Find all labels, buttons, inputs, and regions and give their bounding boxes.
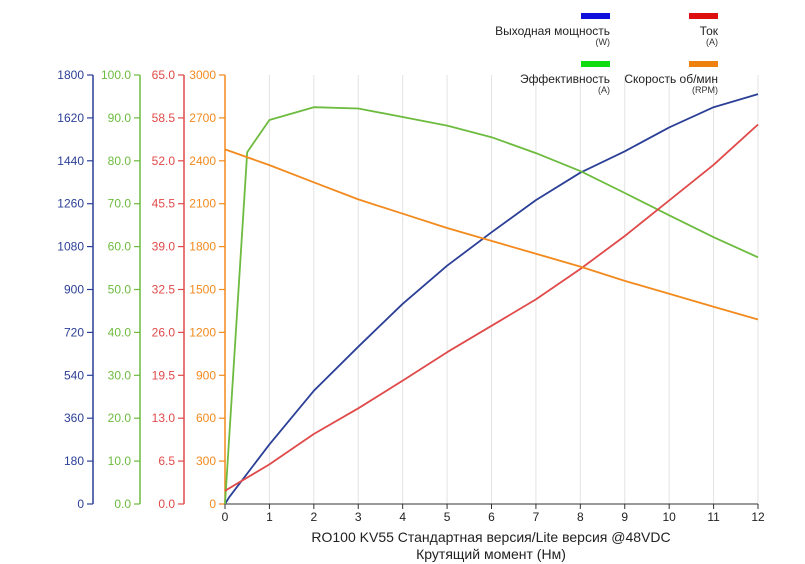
y-axes: 0 180 360 540 720 900 1080 1260 1440 1620 1800 0.0 1… — [57, 68, 226, 511]
rpm-tick-label: 2100 — [189, 197, 216, 211]
x-tick-label: 2 — [310, 510, 317, 524]
x-tick-label: 3 — [355, 510, 362, 524]
current-tick-label: 52.0 — [152, 154, 176, 168]
x-tick-label: 11 — [707, 510, 720, 524]
current-tick-label: 6.5 — [158, 454, 175, 468]
x-tick-label: 12 — [751, 510, 765, 524]
rpm-tick-label: 1200 — [189, 325, 216, 339]
current-series-line — [224, 123, 759, 492]
power-tick-label: 900 — [64, 283, 84, 297]
efficiency-tick-label: 0.0 — [114, 497, 131, 511]
x-tick-label: 1 — [266, 510, 273, 524]
current-tick-label: 26.0 — [152, 325, 176, 339]
x-tick-label: 0 — [222, 510, 229, 524]
x-tick-label: 4 — [399, 510, 406, 524]
power-tick-label: 1440 — [57, 154, 84, 168]
efficiency-tick-label: 50.0 — [108, 283, 132, 297]
efficiency-tick-label: 30.0 — [108, 368, 132, 382]
legend-item: Ток(A) — [689, 13, 719, 47]
legend-label: Выходная мощность — [495, 24, 610, 38]
current-tick-label: 58.5 — [152, 111, 176, 125]
power-tick-label: 0 — [77, 497, 84, 511]
legend-item: Эффективность(A) — [520, 61, 610, 95]
legend-item: Выходная мощность(W) — [495, 13, 610, 47]
power-tick-label: 1620 — [57, 111, 84, 125]
legend-unit: (RPM) — [692, 85, 718, 95]
efficiency-series-line — [224, 106, 759, 505]
efficiency-tick-label: 70.0 — [108, 197, 132, 211]
power-axis: 0 180 360 540 720 900 1080 1260 1440 1620 1800 — [57, 68, 94, 511]
efficiency-tick-label: 80.0 — [108, 154, 132, 168]
legend-swatch — [581, 61, 610, 67]
current-tick-label: 39.0 — [152, 240, 176, 254]
chart-legend: Выходная мощность(W)Ток(A)Эффективность(… — [495, 13, 719, 95]
x-tick-label: 10 — [662, 510, 676, 524]
rpm-tick-label: 300 — [196, 454, 216, 468]
x-tick-label: 5 — [444, 510, 451, 524]
x-tick-label: 9 — [621, 510, 628, 524]
rpm-tick-label: 900 — [196, 368, 216, 382]
chart-grid — [268, 75, 759, 504]
current-tick-label: 19.5 — [152, 368, 176, 382]
current-tick-label: 65.0 — [152, 68, 176, 82]
efficiency-tick-label: 40.0 — [108, 325, 132, 339]
legend-label: Скорость об/мин — [624, 72, 718, 86]
efficiency-tick-label: 60.0 — [108, 240, 132, 254]
current-tick-label: 32.5 — [152, 283, 176, 297]
efficiency-tick-label: 90.0 — [108, 111, 132, 125]
efficiency-tick-label: 10.0 — [108, 454, 132, 468]
rpm-tick-label: 0 — [209, 497, 216, 511]
efficiency-tick-label: 20.0 — [108, 411, 132, 425]
current-tick-label: 45.5 — [152, 197, 176, 211]
current-tick-label: 0.0 — [158, 497, 175, 511]
chart-title: RO100 KV55 Стандартная версия/Lite верси… — [311, 529, 670, 545]
legend-swatch — [689, 13, 718, 19]
rpm-axis: 0 300 600 900 1200 1500 1800 2100 2400 2700 3000 — [189, 68, 226, 511]
power-series-line — [224, 93, 759, 505]
rpm-tick-label: 2400 — [189, 154, 216, 168]
legend-label: Эффективность — [520, 72, 610, 86]
power-tick-label: 1260 — [57, 197, 84, 211]
rpm-series-line — [224, 148, 759, 321]
power-tick-label: 1800 — [57, 68, 84, 82]
x-axis: 0 1 2 3 4 5 6 7 8 9 10 11 12 — [222, 503, 765, 524]
legend-unit: (A) — [706, 37, 718, 47]
chart-series — [224, 93, 759, 505]
efficiency-axis: 0.0 10.0 20.0 30.0 40.0 50.0 60.0 70.0 80.0 90.0 1… — [101, 68, 141, 511]
rpm-tick-label: 1500 — [189, 283, 216, 297]
rpm-tick-label: 1800 — [189, 240, 216, 254]
legend-unit: (W) — [596, 37, 611, 47]
power-tick-label: 360 — [64, 411, 84, 425]
rpm-tick-label: 600 — [196, 411, 216, 425]
x-tick-label: 8 — [577, 510, 584, 524]
efficiency-tick-label: 100.0 — [101, 68, 131, 82]
power-tick-label: 720 — [64, 325, 84, 339]
current-axis: 0.0 6.5 13.0 19.5 26.0 32.5 39.0 45.5 52.0 58.5 65… — [152, 68, 185, 511]
power-tick-label: 540 — [64, 368, 84, 382]
power-tick-label: 1080 — [57, 240, 84, 254]
x-tick-label: 7 — [533, 510, 540, 524]
legend-item: Скорость об/мин(RPM) — [624, 61, 718, 95]
x-tick-label: 6 — [488, 510, 495, 524]
rpm-tick-label: 3000 — [189, 68, 216, 82]
x-axis-label: Крутящий момент (Нм) — [416, 546, 566, 562]
legend-swatch — [581, 13, 610, 19]
power-tick-label: 180 — [64, 454, 84, 468]
legend-swatch — [689, 61, 718, 67]
legend-label: Ток — [700, 24, 719, 38]
current-tick-label: 13.0 — [152, 411, 176, 425]
rpm-tick-label: 2700 — [189, 111, 216, 125]
legend-unit: (A) — [598, 85, 610, 95]
